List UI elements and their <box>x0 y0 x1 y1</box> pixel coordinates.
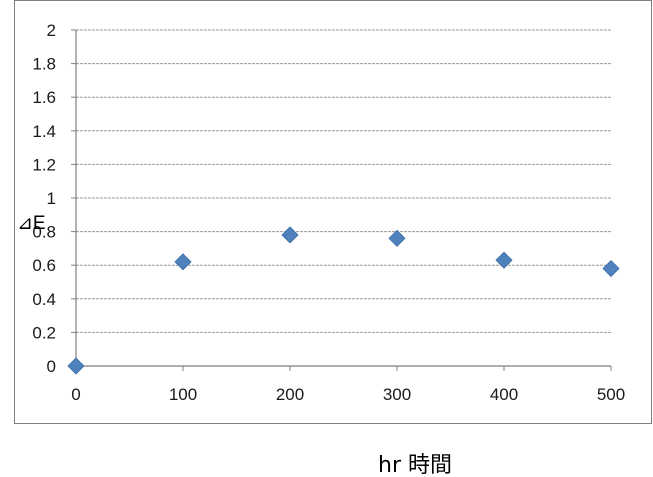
data-point <box>281 226 299 244</box>
y-tick-label: 1.8 <box>32 55 56 74</box>
x-tick-label: 300 <box>383 385 411 404</box>
y-tick-label: 1.6 <box>32 88 56 107</box>
x-tick-labels: 0 100 200 300 400 500 <box>71 385 625 404</box>
y-tick-label: 0.2 <box>32 323 56 342</box>
y-axis-label: ⊿E <box>17 213 46 234</box>
x-tick-label: 400 <box>490 385 518 404</box>
chart-frame <box>14 0 652 424</box>
y-tick-label: 1.4 <box>32 122 56 141</box>
data-point <box>495 251 513 269</box>
data-point <box>602 259 620 278</box>
x-tick-label: 500 <box>597 385 625 404</box>
data-point <box>388 229 406 247</box>
y-tick-label: 0.6 <box>32 256 56 275</box>
data-points <box>67 226 620 375</box>
x-axis-label: hr 時間 <box>378 453 452 477</box>
data-point <box>67 357 85 375</box>
y-tick-label: 0.8 <box>32 223 56 242</box>
y-tick-label: 0.4 <box>32 290 56 309</box>
x-tick-label: 0 <box>71 385 80 404</box>
y-tick-labels: 0 0.2 0.4 0.6 0.8 1 1.2 1.4 1.6 1.8 2 <box>32 21 56 376</box>
y-tick-label: 1.2 <box>32 155 56 174</box>
y-tick-label: 0 <box>47 357 56 376</box>
x-tick-label: 100 <box>169 385 197 404</box>
gridlines <box>76 29 611 333</box>
data-point <box>174 253 192 271</box>
y-tick-label: 2 <box>47 21 56 40</box>
axes <box>71 29 612 371</box>
x-tick-label: 200 <box>276 385 304 404</box>
y-tick-label: 1 <box>47 189 56 208</box>
